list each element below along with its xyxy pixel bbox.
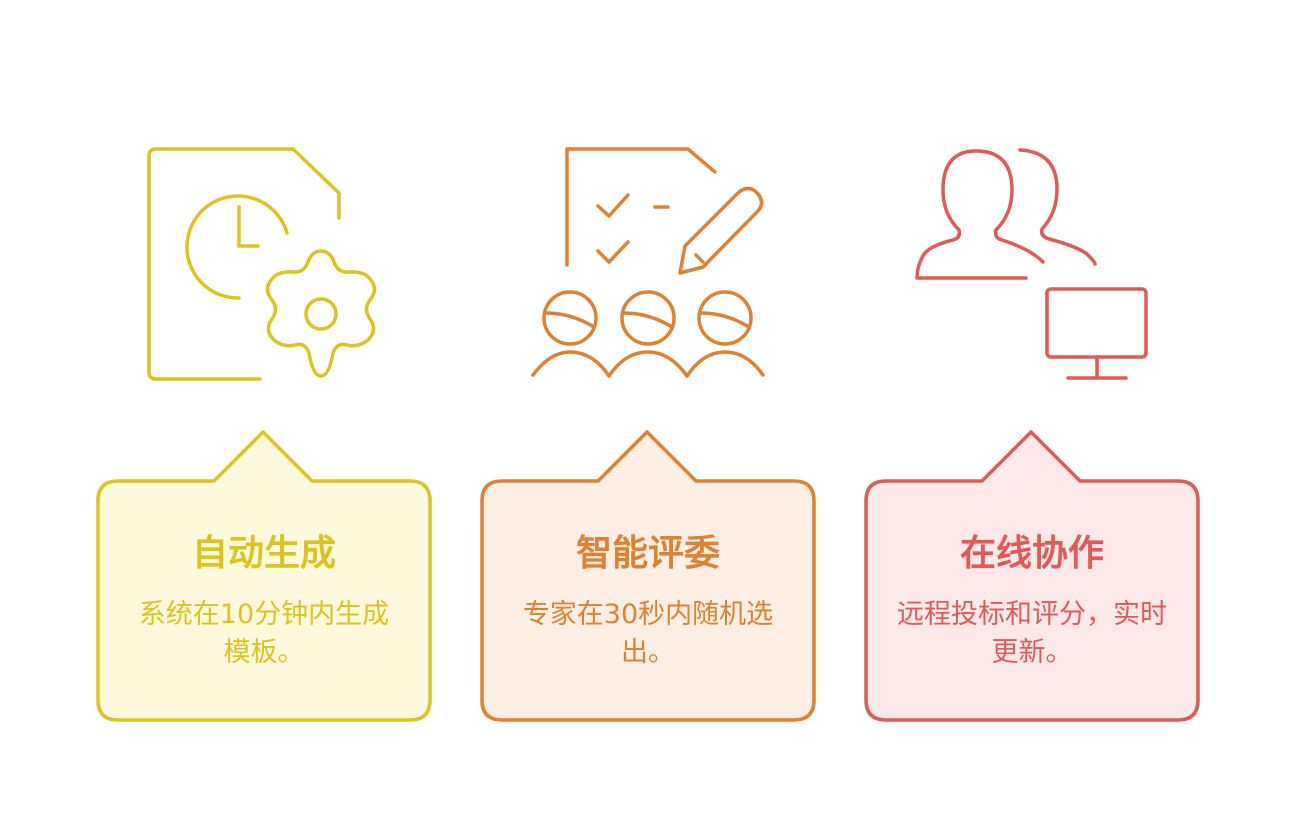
card-description: 远程投标和评分，实时更新。 <box>897 599 1167 668</box>
card-title: 自动生成 <box>191 533 336 574</box>
card-online-collab: 在线协作 远程投标和评分，实时更新。 <box>866 482 1198 718</box>
users-monitor-icon <box>915 148 1148 380</box>
card-title: 智能评委 <box>575 533 720 574</box>
card-description: 专家在30秒内随机选出。 <box>522 599 774 668</box>
callout-box-online-collab <box>864 430 1200 722</box>
checklist-pencil-people-icon <box>531 147 765 378</box>
card-title: 在线协作 <box>959 533 1104 574</box>
document-clock-gear-icon <box>147 147 377 381</box>
card-auto-generate: 自动生成 系统在10分钟内生成模板。 <box>98 482 430 718</box>
card-description: 系统在10分钟内生成模板。 <box>138 599 390 668</box>
callout-box-smart-judges <box>480 430 816 722</box>
callout-box-auto-generate <box>96 430 432 722</box>
card-smart-judges: 智能评委 专家在30秒内随机选出。 <box>482 482 814 718</box>
